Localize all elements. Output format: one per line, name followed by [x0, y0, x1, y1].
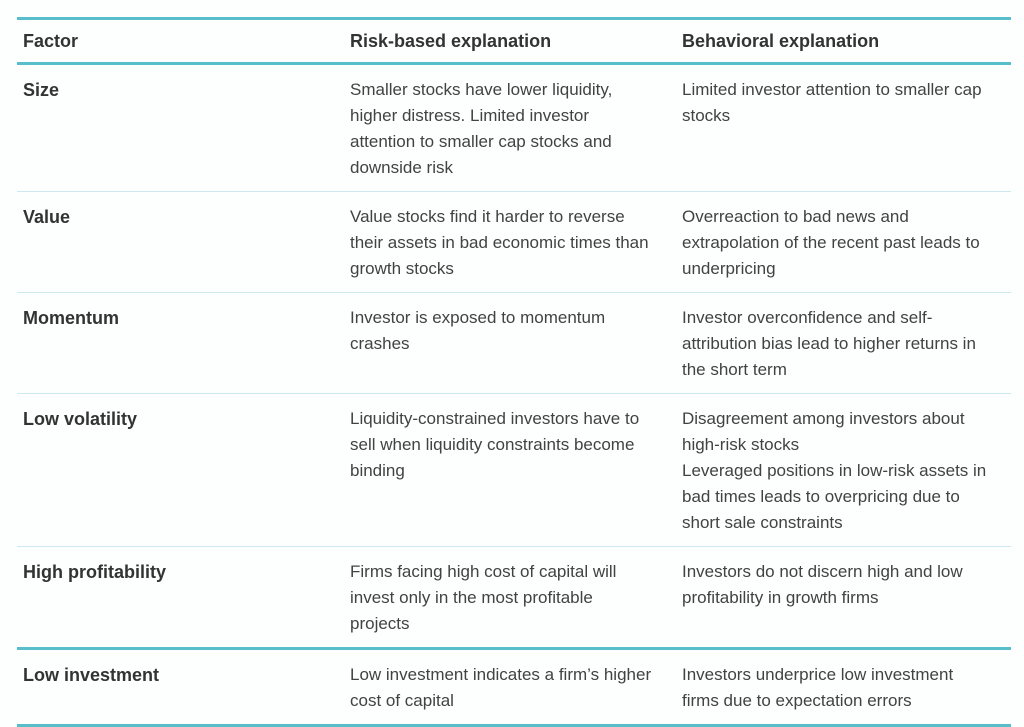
table-header-row: Factor Risk-based explanation Behavioral… — [17, 20, 1011, 65]
risk-explanation-cell: Firms facing high cost of capital will i… — [350, 562, 617, 633]
table-row-value: Value Value stocks find it harder to rev… — [17, 192, 1011, 293]
risk-explanation-cell: Smaller stocks have lower liquidity, hig… — [350, 80, 613, 177]
column-header-factor: Factor — [23, 31, 79, 51]
risk-explanation-cell: Liquidity-constrained investors have to … — [350, 409, 640, 480]
factor-cell: High profitability — [23, 562, 166, 582]
column-header-risk-based: Risk-based explanation — [350, 31, 552, 51]
table-row-momentum: Momentum Investor is exposed to momentum… — [17, 293, 1011, 394]
behavioral-explanation-cell: Limited investor attention to smaller ca… — [682, 80, 982, 125]
behavioral-explanation-cell: Disagreement among investors about high-… — [682, 409, 987, 532]
behavioral-explanation-cell: Investors do not discern high and low pr… — [682, 562, 963, 607]
behavioral-explanation-cell: Investor overconfidence and self-attribu… — [682, 308, 976, 379]
table-row-low-investment: Low investment Low investment indicates … — [17, 650, 1011, 724]
factor-cell: Value — [23, 207, 71, 227]
table-row-low-volatility: Low volatility Liquidity-constrained inv… — [17, 394, 1011, 547]
risk-explanation-cell: Low investment indicates a firm’s higher… — [350, 665, 652, 710]
table-row-size: Size Smaller stocks have lower liquidity… — [17, 65, 1011, 192]
risk-explanation-cell: Investor is exposed to momentum crashes — [350, 308, 606, 353]
factor-cell: Size — [23, 80, 60, 100]
factor-cell: Low volatility — [23, 409, 138, 429]
factor-cell: Momentum — [23, 308, 119, 328]
column-header-behavioral: Behavioral explanation — [682, 31, 880, 51]
table-row-high-profitability: High profitability Firms facing high cos… — [17, 547, 1011, 650]
behavioral-explanation-cell: Overreaction to bad news and extrapolati… — [682, 207, 980, 278]
factor-cell: Low investment — [23, 665, 160, 685]
risk-explanation-cell: Value stocks find it harder to reverse t… — [350, 207, 649, 278]
behavioral-explanation-cell: Investors underprice low investment firm… — [682, 665, 954, 710]
factor-explanations-table: Factor Risk-based explanation Behavioral… — [17, 17, 1011, 727]
